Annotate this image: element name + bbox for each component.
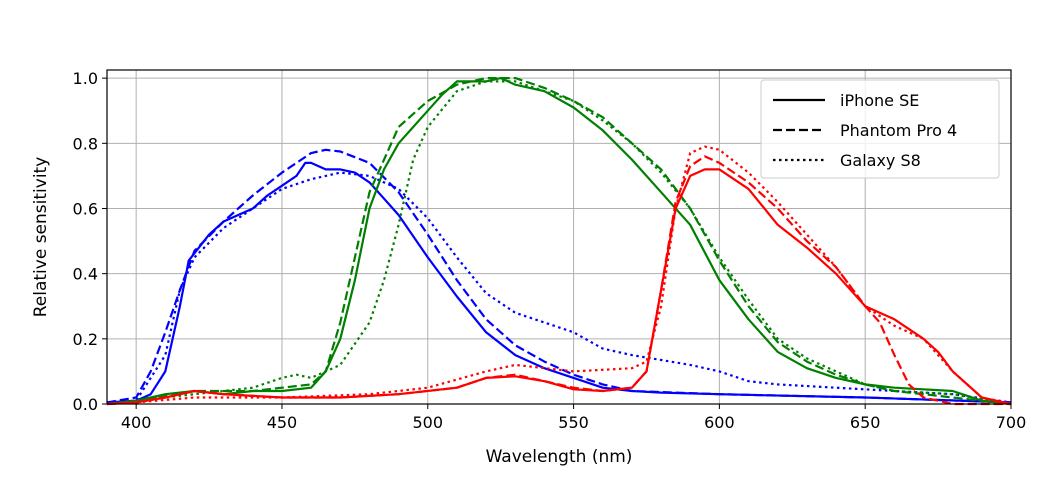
- series-line-red-phantom-pro-4: [106, 155, 1011, 406]
- x-tick-label: 700: [996, 413, 1027, 432]
- x-tick-label: 550: [558, 413, 589, 432]
- series-line-blue-iphone-se: [106, 161, 1012, 404]
- x-axis-label: Wavelength (nm): [486, 447, 633, 467]
- x-tick-label: 500: [413, 413, 444, 432]
- legend-label: Phantom Pro 4: [840, 121, 957, 140]
- y-tick-label: 0.2: [73, 330, 98, 349]
- series-line-green-iphone-se: [106, 77, 1012, 406]
- y-tick-label: 1.0: [73, 69, 98, 88]
- legend-box: [760, 79, 1000, 179]
- x-tick-label: 450: [267, 413, 298, 432]
- series-lines: [106, 77, 1012, 406]
- series-line-green-galaxy-s8: [106, 80, 1012, 406]
- x-tick-label: 400: [121, 413, 152, 432]
- axis-ticks: 400 450 500 550 600 650 700 0.0 0.2 0.4 0.6 0.8 1.0: [73, 69, 1027, 432]
- legend-label: iPhone SE: [840, 91, 919, 110]
- y-axis-label: Relative sensitivity: [31, 157, 51, 318]
- x-tick-label: 650: [850, 413, 881, 432]
- series-line-green-phantom-pro-4: [106, 77, 1012, 406]
- legend-label: Galaxy S8: [840, 151, 921, 170]
- x-tick-label: 600: [704, 413, 735, 432]
- series-line-blue-galaxy-s8: [106, 171, 1012, 404]
- y-tick-label: 0.6: [73, 199, 98, 218]
- plot-frame: [106, 69, 1012, 405]
- y-tick-label: 0.0: [73, 395, 98, 414]
- y-tick-label: 0.4: [73, 265, 98, 284]
- series-line-blue-phantom-pro-4: [106, 148, 1012, 404]
- series-line-red-galaxy-s8: [106, 145, 1012, 406]
- y-tick-label: 0.8: [73, 134, 98, 153]
- legend: iPhone SE Phantom Pro 4 Galaxy S8: [760, 79, 1000, 179]
